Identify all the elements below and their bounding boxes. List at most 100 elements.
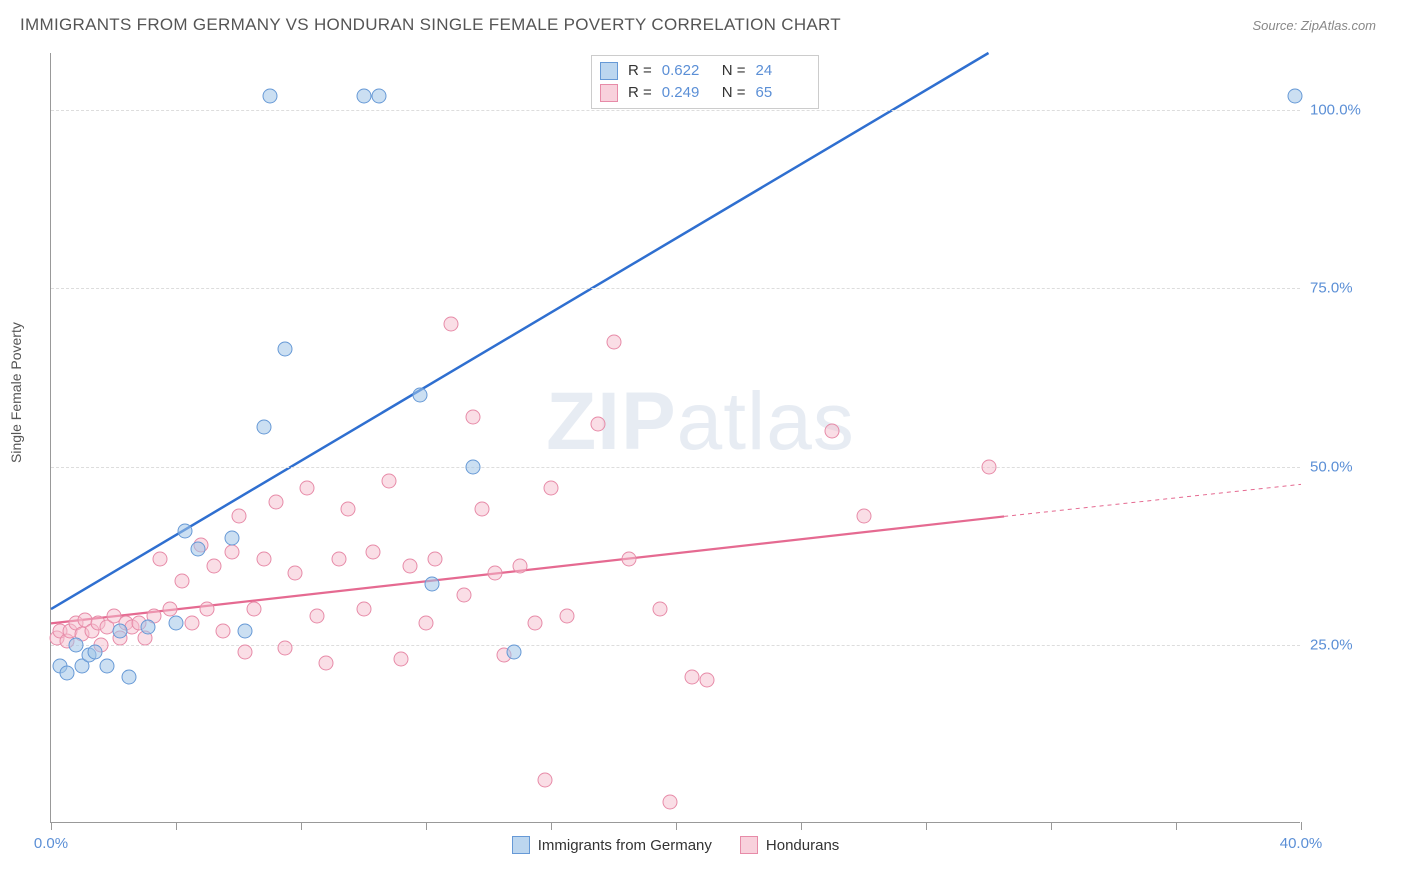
data-point bbox=[247, 602, 262, 617]
gridline-h bbox=[51, 110, 1300, 111]
data-point bbox=[653, 602, 668, 617]
data-point bbox=[169, 616, 184, 631]
data-point bbox=[122, 669, 137, 684]
data-point bbox=[287, 566, 302, 581]
legend-item-germany: Immigrants from Germany bbox=[512, 836, 712, 854]
y-tick-label: 75.0% bbox=[1310, 280, 1380, 297]
data-point bbox=[331, 552, 346, 567]
x-tick bbox=[801, 822, 802, 830]
data-point bbox=[112, 623, 127, 638]
correlation-row-honduran: R = 0.249 N = 65 bbox=[600, 82, 806, 104]
data-point bbox=[506, 644, 521, 659]
data-point bbox=[59, 666, 74, 681]
source-attribution: Source: ZipAtlas.com bbox=[1252, 18, 1376, 33]
data-point bbox=[237, 623, 252, 638]
x-tick bbox=[1051, 822, 1052, 830]
y-tick-label: 100.0% bbox=[1310, 102, 1380, 119]
data-point bbox=[512, 559, 527, 574]
data-point bbox=[309, 609, 324, 624]
data-point bbox=[425, 577, 440, 592]
data-point bbox=[559, 609, 574, 624]
chart-container: Single Female Poverty ZIPatlas R = 0.622… bbox=[0, 43, 1406, 893]
data-point bbox=[856, 509, 871, 524]
data-point bbox=[537, 773, 552, 788]
data-point bbox=[87, 644, 102, 659]
x-tick bbox=[1301, 822, 1302, 830]
swatch-pink-icon bbox=[600, 84, 618, 102]
gridline-h bbox=[51, 645, 1300, 646]
data-point bbox=[215, 623, 230, 638]
x-tick bbox=[676, 822, 677, 830]
plot-area: ZIPatlas R = 0.622 N = 24 R = 0.249 N = … bbox=[50, 53, 1300, 823]
data-point bbox=[403, 559, 418, 574]
data-point bbox=[231, 509, 246, 524]
x-tick-label: 40.0% bbox=[1280, 835, 1323, 852]
data-point bbox=[356, 602, 371, 617]
data-point bbox=[981, 459, 996, 474]
data-point bbox=[544, 480, 559, 495]
y-tick-label: 50.0% bbox=[1310, 458, 1380, 475]
data-point bbox=[140, 619, 155, 634]
data-point bbox=[300, 480, 315, 495]
data-point bbox=[365, 545, 380, 560]
data-point bbox=[256, 420, 271, 435]
data-point bbox=[100, 659, 115, 674]
data-point bbox=[278, 341, 293, 356]
x-tick bbox=[426, 822, 427, 830]
chart-title: IMMIGRANTS FROM GERMANY VS HONDURAN SING… bbox=[20, 15, 841, 35]
data-point bbox=[662, 794, 677, 809]
data-point bbox=[340, 502, 355, 517]
swatch-pink-icon bbox=[740, 836, 758, 854]
correlation-row-germany: R = 0.622 N = 24 bbox=[600, 60, 806, 82]
data-point bbox=[175, 573, 190, 588]
data-point bbox=[419, 616, 434, 631]
data-point bbox=[394, 652, 409, 667]
data-point bbox=[319, 655, 334, 670]
swatch-blue-icon bbox=[512, 836, 530, 854]
data-point bbox=[153, 552, 168, 567]
x-tick bbox=[926, 822, 927, 830]
data-point bbox=[528, 616, 543, 631]
gridline-h bbox=[51, 467, 1300, 468]
data-point bbox=[178, 523, 193, 538]
data-point bbox=[269, 495, 284, 510]
legend-item-honduran: Hondurans bbox=[740, 836, 839, 854]
x-tick bbox=[176, 822, 177, 830]
data-point bbox=[256, 552, 271, 567]
data-point bbox=[225, 545, 240, 560]
x-tick bbox=[301, 822, 302, 830]
data-point bbox=[225, 530, 240, 545]
data-point bbox=[606, 334, 621, 349]
y-tick-label: 25.0% bbox=[1310, 636, 1380, 653]
data-point bbox=[684, 669, 699, 684]
data-point bbox=[825, 423, 840, 438]
data-point bbox=[428, 552, 443, 567]
data-point bbox=[590, 416, 605, 431]
data-point bbox=[200, 602, 215, 617]
data-point bbox=[622, 552, 637, 567]
swatch-blue-icon bbox=[600, 62, 618, 80]
correlation-legend: R = 0.622 N = 24 R = 0.249 N = 65 bbox=[591, 55, 819, 109]
trend-lines-svg bbox=[51, 53, 1300, 822]
data-point bbox=[487, 566, 502, 581]
y-axis-label: Single Female Poverty bbox=[8, 322, 24, 463]
data-point bbox=[278, 641, 293, 656]
x-tick bbox=[51, 822, 52, 830]
data-point bbox=[412, 388, 427, 403]
data-point bbox=[465, 409, 480, 424]
data-point bbox=[162, 602, 177, 617]
data-point bbox=[475, 502, 490, 517]
x-tick bbox=[1176, 822, 1177, 830]
data-point bbox=[262, 88, 277, 103]
data-point bbox=[69, 637, 84, 652]
data-point bbox=[700, 673, 715, 688]
data-point bbox=[381, 473, 396, 488]
x-tick-label: 0.0% bbox=[34, 835, 68, 852]
data-point bbox=[444, 316, 459, 331]
data-point bbox=[465, 459, 480, 474]
data-point bbox=[372, 88, 387, 103]
data-point bbox=[1287, 88, 1302, 103]
data-point bbox=[356, 88, 371, 103]
data-point bbox=[237, 644, 252, 659]
x-tick bbox=[551, 822, 552, 830]
